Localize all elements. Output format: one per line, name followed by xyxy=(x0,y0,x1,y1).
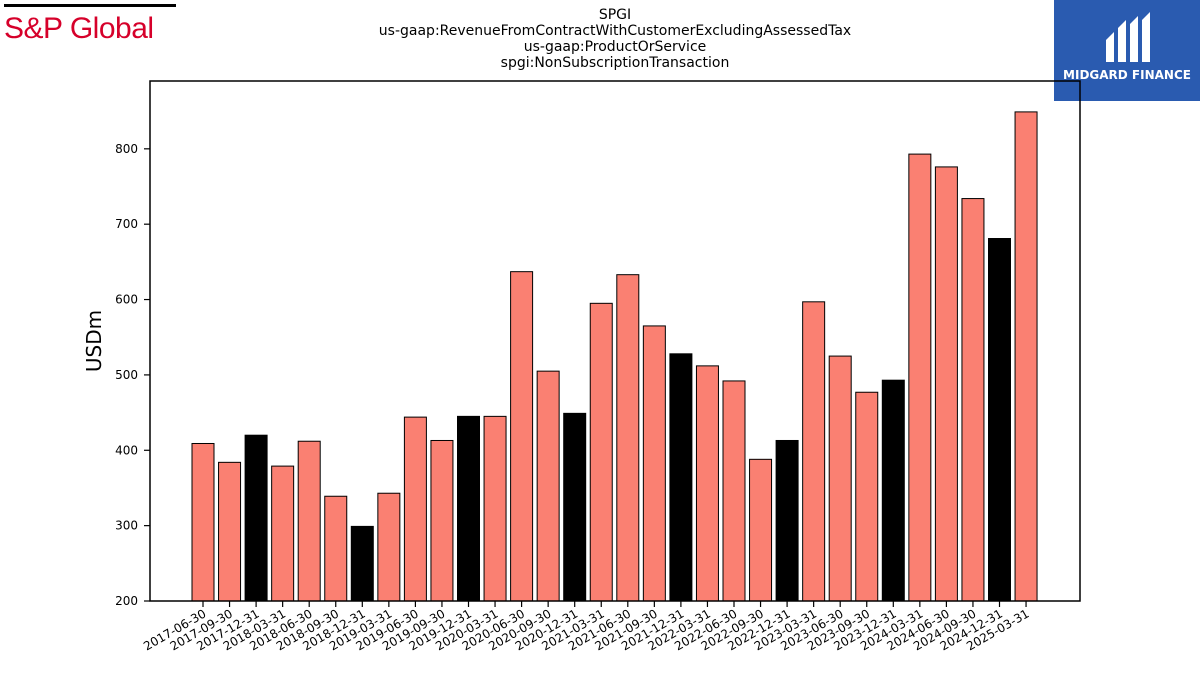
plot-frame xyxy=(149,80,1081,602)
bar-2020-12-31 xyxy=(563,412,587,602)
bars-group xyxy=(191,111,1038,602)
y-tick-label: 400 xyxy=(115,443,138,457)
bar-2017-12-31 xyxy=(244,434,268,602)
bar-2021-06-30 xyxy=(616,274,640,602)
axes-group xyxy=(149,80,1081,602)
bar-2025-03-31 xyxy=(1014,111,1038,602)
logo-rule xyxy=(4,4,176,7)
bar-2024-09-30 xyxy=(961,198,985,602)
bar-2018-12-31 xyxy=(350,525,374,602)
bar-2017-06-30 xyxy=(191,442,215,602)
bar-2023-09-30 xyxy=(855,391,879,602)
bar-2020-03-31 xyxy=(483,415,507,602)
sp-global-logo-text: S&P Global xyxy=(4,12,154,45)
bar-2023-03-31 xyxy=(802,301,826,602)
bar-2023-06-30 xyxy=(828,355,852,602)
bar-2019-12-31 xyxy=(457,415,480,602)
sp-global-logo: S&P Global xyxy=(4,4,176,45)
bar-2019-09-30 xyxy=(430,439,454,602)
midgard-finance-text: MIDGARD FINANCE xyxy=(1063,68,1191,82)
bar-2019-06-30 xyxy=(403,416,427,602)
chart-title-line-2: us-gaap:RevenueFromContractWithCustomerE… xyxy=(378,23,852,39)
chart-title-line-3: us-gaap:ProductOrService xyxy=(523,39,707,55)
chart-title-line-4: spgi:NonSubscriptionTransaction xyxy=(500,55,730,71)
bar-2021-03-31 xyxy=(589,302,613,602)
bar-2021-09-30 xyxy=(642,325,666,602)
bar-2024-12-31 xyxy=(988,238,1011,602)
bar-2022-09-30 xyxy=(749,458,773,602)
bar-2017-09-30 xyxy=(218,461,242,602)
bar-2020-09-30 xyxy=(536,370,560,602)
bar-2021-12-31 xyxy=(669,353,693,602)
bar-2019-03-31 xyxy=(377,492,401,602)
midgard-finance-logo: MIDGARD FINANCE xyxy=(1054,0,1200,101)
bar-2018-09-30 xyxy=(324,495,348,602)
x-axis: 2017-06-302017-09-302017-12-312018-03-31… xyxy=(141,601,1032,653)
y-tick-label: 600 xyxy=(115,293,138,307)
y-tick-label: 500 xyxy=(115,368,138,382)
y-tick-label: 800 xyxy=(115,142,138,156)
bar-2018-03-31 xyxy=(271,465,295,602)
chart-title-line-1: SPGI xyxy=(598,7,632,23)
y-tick-label: 300 xyxy=(115,519,138,533)
y-tick-label: 700 xyxy=(115,217,138,231)
bar-2024-06-30 xyxy=(934,166,958,602)
bar-2020-06-30 xyxy=(510,271,534,602)
chart-title-block: SPGI us-gaap:RevenueFromContractWithCust… xyxy=(300,7,930,71)
y-axis-label: USDm xyxy=(82,310,106,372)
bar-2022-06-30 xyxy=(722,380,746,602)
bar-2023-12-31 xyxy=(881,379,905,602)
bar-2018-06-30 xyxy=(297,440,321,602)
bar-2022-12-31 xyxy=(775,439,799,602)
midgard-mark-icon xyxy=(1106,12,1150,62)
bar-2022-03-31 xyxy=(695,365,719,602)
bar-2024-03-31 xyxy=(908,153,932,602)
y-tick-label: 200 xyxy=(115,594,138,608)
y-axis: 200 300 400 500 600 700 800 xyxy=(115,142,150,608)
